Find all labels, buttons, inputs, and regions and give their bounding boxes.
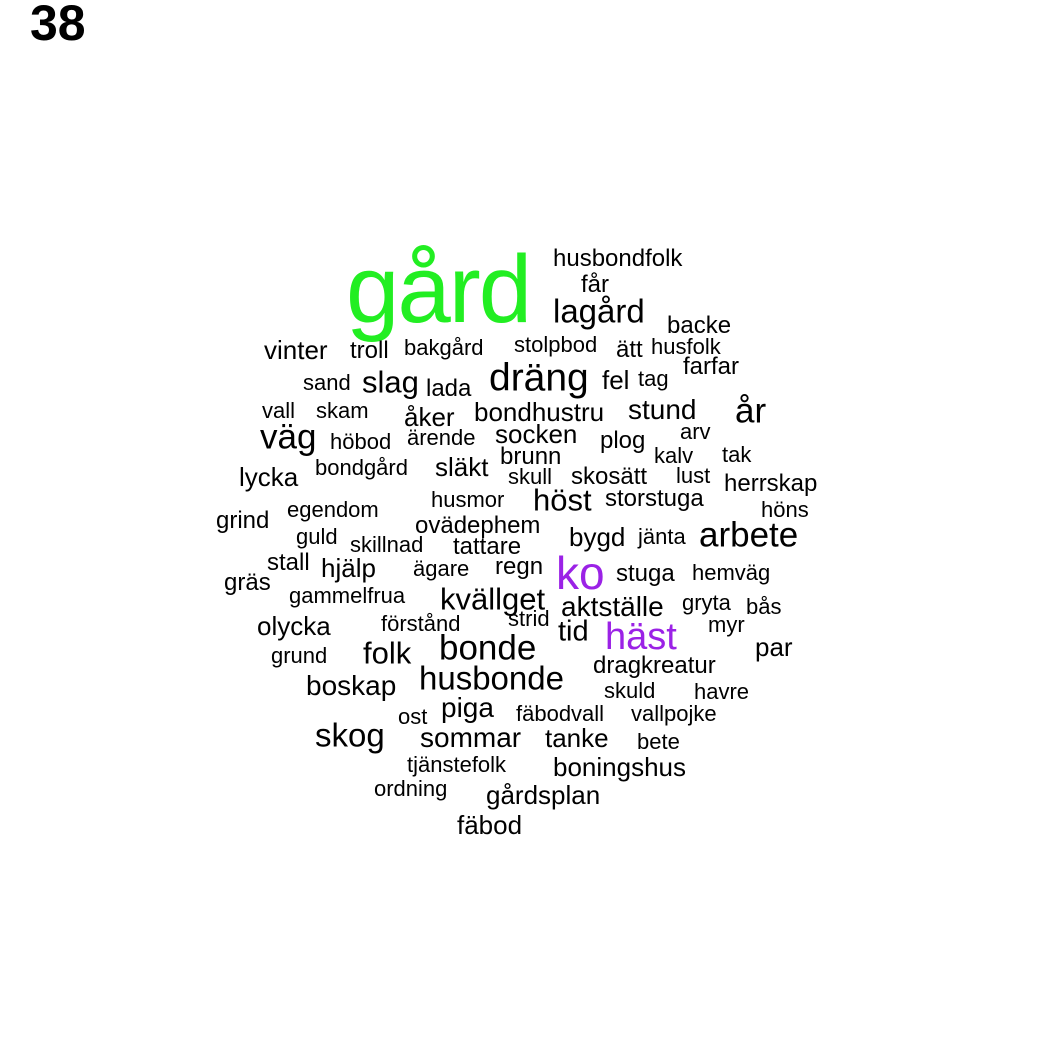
cloud-word-vinter: vinter [264, 335, 328, 365]
cloud-word-ätt: ätt [616, 336, 643, 363]
cloud-word-regn: regn [495, 553, 544, 580]
cloud-word-gårdsplan: gårdsplan [486, 780, 601, 810]
cloud-word-höst: höst [533, 482, 592, 518]
cloud-word-husbonde: husbonde [419, 659, 564, 697]
cloud-word-skam: skam [316, 398, 369, 423]
cloud-word-guld: guld [296, 524, 338, 549]
cloud-word-höbod: höbod [330, 429, 392, 454]
cloud-word-arbete: arbete [699, 515, 799, 555]
cloud-word-kalv: kalv [654, 443, 694, 468]
cloud-word-ärende: ärende [407, 425, 476, 450]
cloud-word-storstuga: storstuga [605, 485, 704, 512]
cloud-word-stall: stall [267, 549, 310, 576]
cloud-word-lagård: lagård [553, 292, 645, 330]
cloud-word-skosätt: skosätt [571, 463, 648, 490]
cloud-word-bonde: bonde [439, 628, 537, 668]
cloud-word-herrskap: herrskap [724, 470, 818, 497]
cloud-word-boskap: boskap [306, 670, 397, 701]
cloud-word-skuld: skuld [604, 678, 656, 703]
cloud-word-kvällget: kvällget [440, 581, 546, 617]
page-number: 38 [30, 0, 86, 51]
cloud-word-tak: tak [722, 442, 752, 467]
cloud-word-par: par [755, 632, 793, 662]
cloud-word-folk: folk [363, 635, 412, 671]
cloud-word-dragkreatur: dragkreatur [593, 652, 716, 679]
cloud-word-vall: vall [262, 398, 296, 423]
cloud-word-tanke: tanke [545, 723, 609, 753]
cloud-word-husbondfolk: husbondfolk [553, 245, 683, 272]
cloud-word-tattare: tattare [453, 533, 522, 560]
cloud-word-fäbod: fäbod [457, 810, 523, 840]
cloud-word-jänta: jänta [638, 524, 686, 549]
cloud-word-lust: lust [676, 463, 711, 488]
cloud-word-åker: åker [404, 402, 455, 432]
cloud-word-stund: stund [628, 394, 697, 425]
cloud-word-stuga: stuga [616, 560, 675, 587]
cloud-word-släkt: släkt [435, 452, 489, 482]
cloud-word-ost: ost [398, 704, 428, 729]
cloud-word-gård: gård [346, 236, 532, 343]
cloud-word-havre: havre [694, 679, 750, 704]
cloud-word-husfolk: husfolk [651, 334, 721, 359]
cloud-word-boningshus: boningshus [553, 752, 686, 782]
cloud-word-ägare: ägare [413, 556, 470, 581]
cloud-word-aktställe: aktställe [561, 591, 664, 622]
cloud-word-väg: väg [260, 417, 317, 457]
cloud-word-höns: höns [761, 497, 809, 522]
cloud-word-egendom: egendom [287, 497, 379, 522]
cloud-word-slag: slag [362, 364, 419, 400]
cloud-word-fäbodvall: fäbodvall [516, 701, 605, 726]
cloud-word-skillnad: skillnad [350, 532, 424, 557]
cloud-word-dräng: dräng [489, 356, 589, 400]
cloud-word-bygd: bygd [569, 522, 626, 552]
cloud-word-tid: tid [558, 615, 589, 648]
cloud-word-husmor: husmor [431, 487, 505, 512]
cloud-word-backe: backe [667, 312, 732, 339]
cloud-word-gammelfrua: gammelfrua [289, 583, 406, 608]
cloud-word-socken: socken [495, 419, 578, 449]
cloud-word-brunn: brunn [500, 443, 562, 470]
cloud-word-år: år [735, 391, 767, 431]
cloud-word-skog: skog [315, 716, 385, 754]
cloud-word-tag: tag [638, 366, 669, 391]
cloud-word-ko: ko [556, 547, 605, 599]
cloud-word-ordning: ordning [374, 776, 448, 801]
cloud-word-lada: lada [426, 375, 472, 402]
cloud-word-strid: strid [508, 606, 550, 631]
cloud-word-häst: häst [605, 616, 677, 658]
cloud-word-hemväg: hemväg [692, 560, 771, 585]
cloud-word-farfar: farfar [683, 353, 740, 380]
cloud-word-gräs: gräs [224, 569, 271, 596]
cloud-word-bakgård: bakgård [404, 335, 484, 360]
cloud-word-piga: piga [441, 692, 494, 723]
cloud-word-fel: fel [602, 365, 630, 395]
cloud-word-lycka: lycka [239, 462, 299, 492]
cloud-word-sommar: sommar [420, 722, 522, 753]
cloud-word-myr: myr [708, 612, 745, 637]
cloud-word-arv: arv [680, 419, 711, 444]
cloud-word-olycka: olycka [257, 611, 331, 641]
cloud-word-troll: troll [350, 337, 389, 364]
cloud-word-hjälp: hjälp [321, 553, 376, 583]
cloud-word-bondgård: bondgård [315, 455, 408, 480]
cloud-word-bondhustru: bondhustru [474, 397, 605, 427]
cloud-word-tjänstefolk: tjänstefolk [407, 752, 507, 777]
cloud-word-får: får [581, 271, 610, 298]
cloud-word-sand: sand [303, 370, 351, 395]
cloud-word-förstånd: förstånd [381, 611, 461, 636]
cloud-word-vallpojke: vallpojke [631, 701, 717, 726]
cloud-word-gryta: gryta [682, 590, 731, 615]
cloud-word-bås: bås [746, 594, 782, 619]
cloud-word-skull: skull [508, 464, 553, 489]
cloud-word-grund: grund [271, 643, 328, 668]
cloud-word-bete: bete [637, 729, 680, 754]
cloud-word-grind: grind [216, 507, 270, 534]
cloud-word-stolpbod: stolpbod [514, 332, 598, 357]
cloud-word-oväd-hem: ovädерhem [415, 512, 541, 539]
cloud-word-plog: plog [600, 427, 646, 454]
